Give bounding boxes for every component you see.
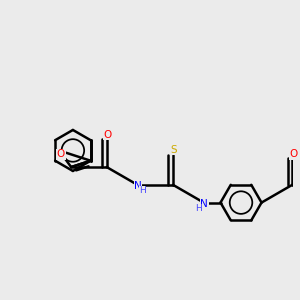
- Text: O: O: [103, 130, 112, 140]
- Text: N: N: [200, 199, 208, 208]
- Text: S: S: [171, 145, 177, 155]
- Text: O: O: [57, 149, 65, 159]
- Text: O: O: [289, 149, 297, 159]
- Text: H: H: [195, 204, 202, 213]
- Text: H: H: [139, 186, 146, 195]
- Text: N: N: [134, 181, 142, 191]
